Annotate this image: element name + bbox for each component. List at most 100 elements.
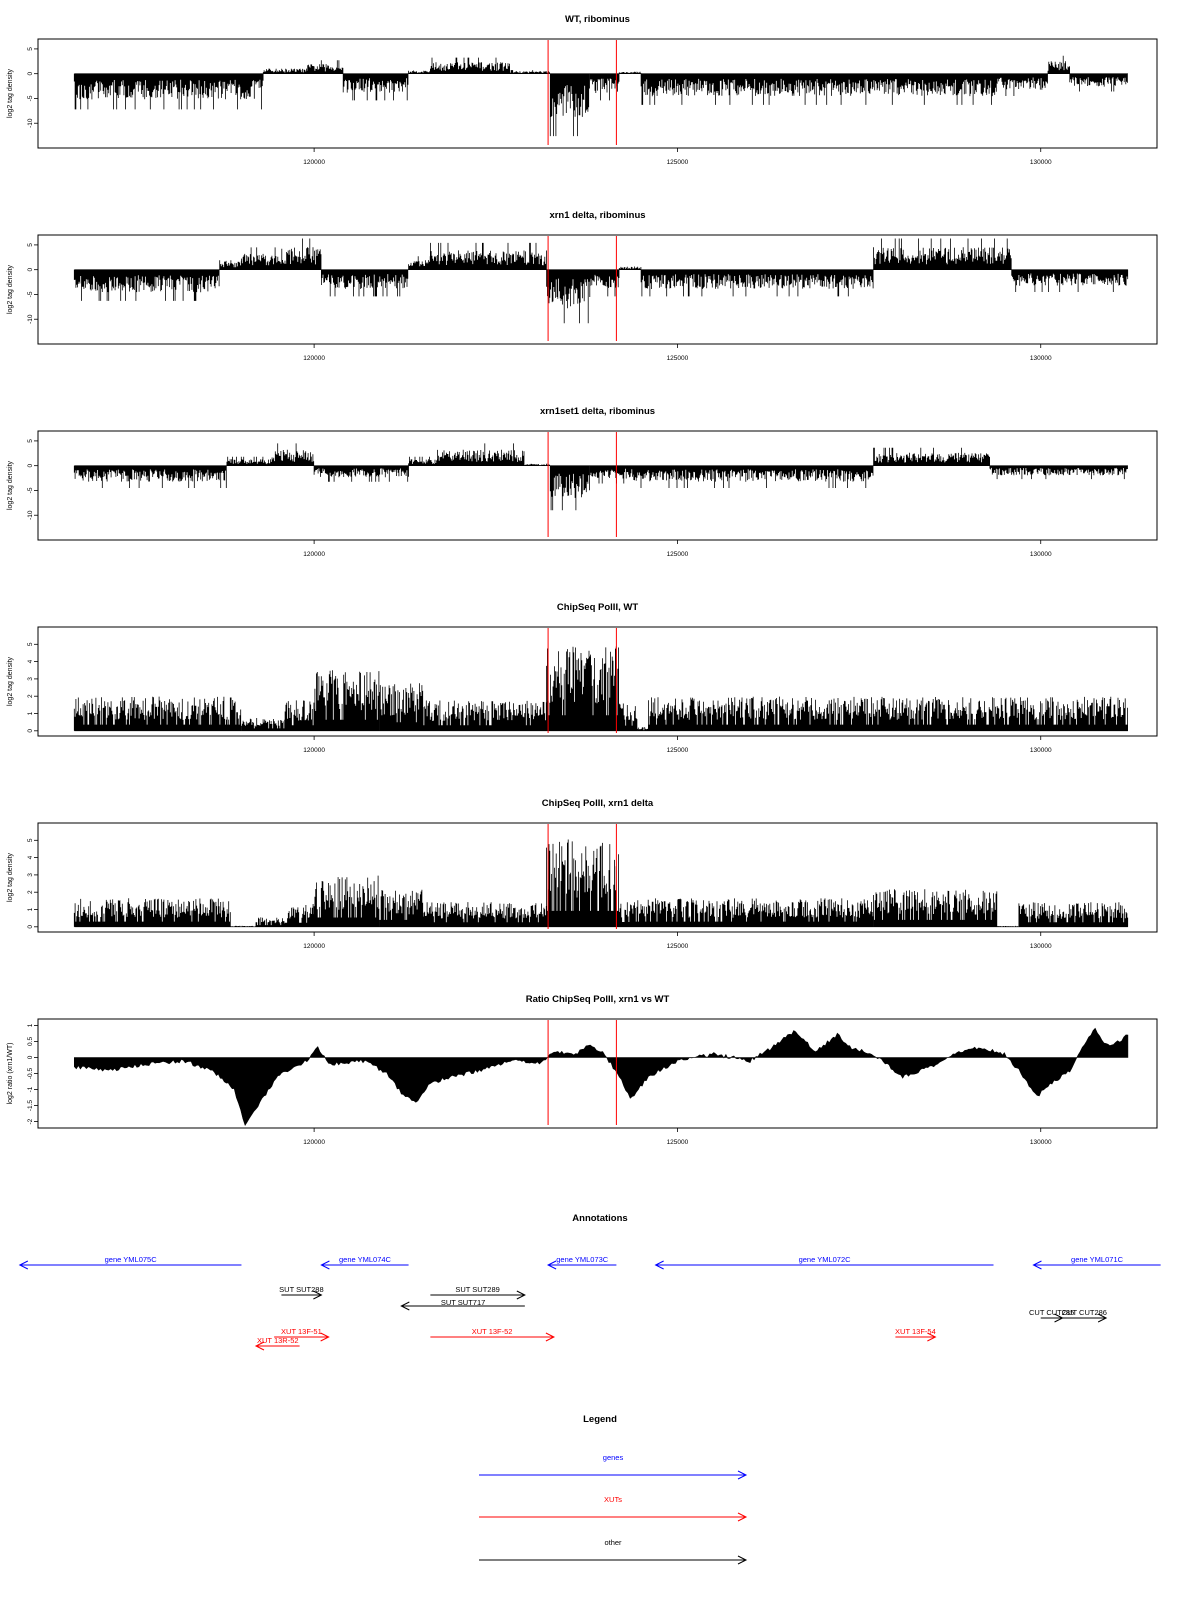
y-tick-label: 0 [27,71,34,75]
y-tick-label: 5 [27,243,34,247]
y-tick-label: 0 [27,463,34,467]
legend-arrow-head [737,1555,748,1565]
data-bars [73,269,220,301]
data-bars [313,875,380,927]
y-tick-label: -2 [27,1118,34,1124]
legend-arrow-head [737,1470,748,1480]
data-bars [633,898,874,927]
feature-label: XUT 13F-51 [281,1327,322,1336]
panel-title: ChipSeq PolII, WT [557,602,638,613]
x-axis: 120000 125000 130000 [303,932,1052,950]
annotation-feature: SUT SUT717 [400,1298,525,1311]
feature-label: CUT CUT285 [1029,1308,1074,1317]
annotation-feature: XUT 13F-54 [895,1327,937,1342]
data-series [73,55,1128,137]
panel-2: xrn1 delta, ribominus 5 0 -5 -10 log2 tag den… [7,210,1158,362]
data-bars [262,68,307,74]
feature-arrow-head [545,1332,556,1342]
y-tick-label: -10 [27,314,34,324]
y-tick-label: 5 [27,47,34,51]
feature-label: gene YML071C [1071,1255,1124,1264]
y-tick-label: 0.5 [27,1037,34,1046]
feature-label: CUT CUT286 [1062,1308,1107,1317]
data-bars [996,73,1048,96]
legend-item-label: genes [603,1453,624,1462]
y-axis: 0 1 2 3 4 5 log2 tag density [7,838,38,929]
annotation-feature: XUT 13F-51 [274,1327,330,1342]
legend-item-label: XUTs [604,1495,622,1504]
legend-item-XUTs: XUTs [479,1495,748,1522]
data-bars [284,904,315,927]
data-bars [1018,902,1129,927]
data-bars [618,71,642,74]
data-bars [546,269,591,324]
annotation-feature: XUT 13R-52 [254,1336,300,1351]
y-axis: 5 0 -5 -10 log2 tag density [7,243,38,324]
y-tick-label: 0 [27,925,34,929]
feature-arrow-head [1032,1260,1042,1270]
feature-arrow-head [516,1290,526,1300]
data-series [73,443,1128,511]
data-bars [546,646,619,731]
data-bars [408,70,431,74]
feature-label: gene YML075C [105,1255,158,1264]
y-axis: 5 0 -5 -10 log2 tag density [7,439,38,520]
y-tick-label: 4 [27,855,34,859]
y-tick-label: 4 [27,659,34,663]
annotation-feature: gene YML075C [18,1255,242,1270]
data-bars [618,902,635,927]
x-tick-label: 120000 [303,943,325,950]
data-bars [589,269,620,297]
data-bars [313,465,409,482]
data-bars [379,683,424,731]
feature-label: SUT SUT717 [441,1298,485,1307]
feature-arrow-head [18,1260,29,1270]
y-axis-label: log2 tag density [7,656,14,706]
x-axis: 120000 125000 130000 [303,344,1052,362]
annotation-feature: SUT SUT288 [279,1285,324,1300]
x-tick-label: 120000 [303,551,325,558]
x-tick-label: 120000 [303,1139,325,1146]
data-bars [873,889,998,927]
data-bars [1069,73,1128,92]
panel-title: xrn1 delta, ribominus [549,210,645,221]
panel-1: WT, ribominus 5 0 -5 -10 log2 tag density 1200… [7,14,1158,166]
feature-arrow-head [654,1260,664,1270]
y-tick-label: -5 [27,95,34,101]
panel-5: ChipSeq PolII, xrn1 delta 0 1 2 3 4 5 log2 tag … [7,798,1158,950]
plot-frame [37,1018,1158,1129]
y-tick-label: 1 [27,711,34,715]
feature-arrow-head [254,1341,265,1351]
x-tick-label: 120000 [303,747,325,754]
feature-label: SUT SUT288 [279,1285,323,1294]
data-bars [589,465,634,484]
y-tick-label: -1.5 [27,1100,34,1112]
y-tick-label: 0 [27,267,34,271]
data-bars [226,456,271,466]
plot-frame [37,430,1158,541]
data-bars [219,260,242,270]
annotation-feature: gene YML072C [654,1255,994,1270]
panel-title: Ratio ChipSeq PolII, xrn1 vs WT [526,994,670,1005]
feature-arrow-head [546,1260,557,1270]
x-tick-label: 125000 [667,159,689,166]
data-bars [648,696,1128,731]
y-tick-label: -5 [27,291,34,297]
data-bars [342,73,409,101]
data-bars [640,269,874,297]
data-bars [73,73,264,110]
data-bars [422,902,547,927]
plot-frame [37,234,1158,345]
data-bars [408,256,431,270]
feature-label: SUT SUT289 [455,1285,499,1294]
data-bars [313,670,380,731]
feature-arrow-head [400,1301,410,1311]
x-tick-label: 130000 [1030,747,1052,754]
x-tick-label: 125000 [667,747,689,754]
data-bars [640,73,998,105]
y-axis-label: log2 tag density [7,460,14,510]
legend-title: Legend [583,1414,617,1425]
data-bars [589,73,620,101]
data-bars [618,703,638,731]
y-tick-label: -1 [27,1086,34,1092]
